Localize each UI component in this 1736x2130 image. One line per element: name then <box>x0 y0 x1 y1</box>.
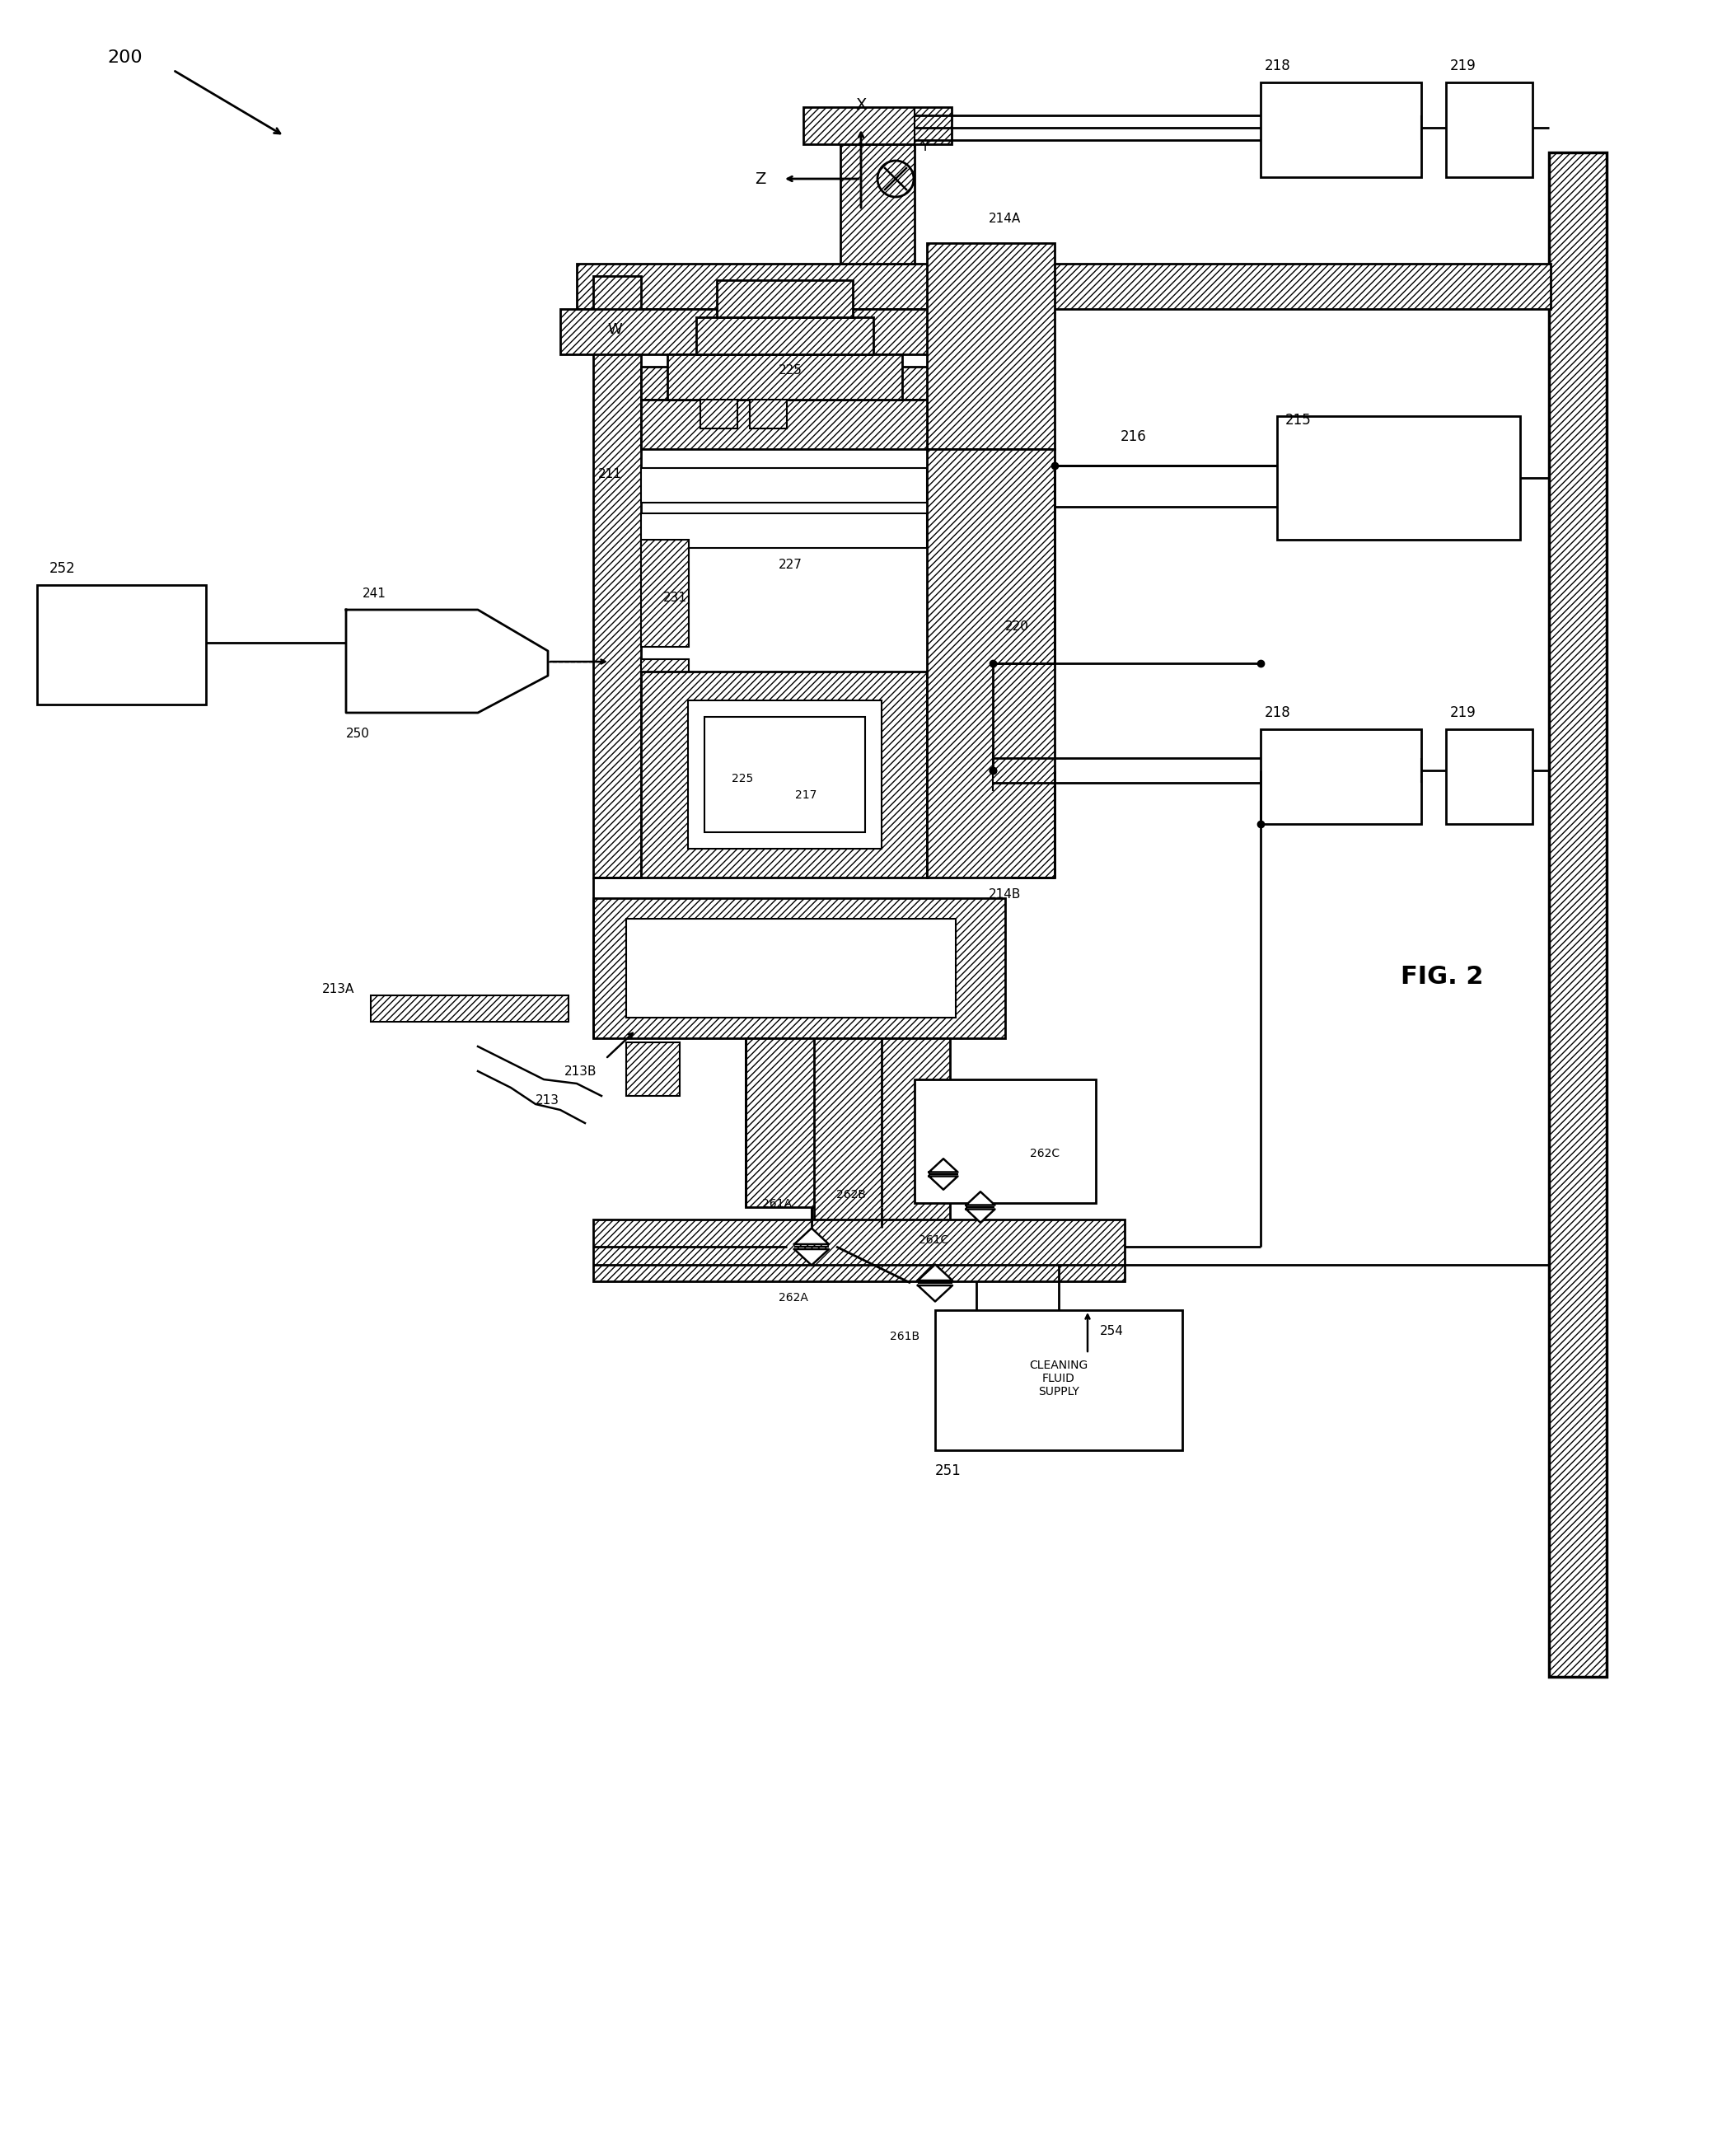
Polygon shape <box>965 1210 995 1223</box>
Bar <box>641 513 927 547</box>
Text: 225: 225 <box>731 773 753 784</box>
Text: 251: 251 <box>936 1463 962 1478</box>
Polygon shape <box>918 1284 953 1301</box>
Bar <box>705 718 865 833</box>
Bar <box>1278 415 1521 539</box>
Bar <box>641 671 927 878</box>
Text: 214A: 214A <box>990 213 1021 224</box>
Polygon shape <box>918 1265 953 1280</box>
Bar <box>594 1220 1125 1282</box>
Bar <box>667 354 903 400</box>
Bar <box>840 145 915 264</box>
Bar <box>641 400 927 449</box>
Polygon shape <box>795 1229 828 1244</box>
Bar <box>746 1037 882 1208</box>
Text: 213: 213 <box>535 1095 559 1105</box>
Text: 216: 216 <box>1120 430 1147 445</box>
Bar <box>814 1037 950 1223</box>
Text: 231: 231 <box>663 592 687 603</box>
Bar <box>561 309 1026 354</box>
Text: 254: 254 <box>1101 1325 1123 1338</box>
Text: 262B: 262B <box>837 1189 866 1201</box>
Bar <box>641 366 1012 400</box>
Text: 219: 219 <box>1450 58 1476 72</box>
Bar <box>1549 153 1606 1676</box>
Text: 200: 200 <box>108 49 142 66</box>
Bar <box>687 701 882 848</box>
Bar <box>627 918 957 1018</box>
Text: 214B: 214B <box>990 888 1021 901</box>
Bar <box>1446 728 1533 824</box>
Bar <box>927 243 1054 449</box>
Bar <box>915 1080 1095 1203</box>
Bar <box>576 264 1550 309</box>
Bar <box>1260 728 1422 824</box>
Polygon shape <box>929 1159 958 1172</box>
Text: 217: 217 <box>795 790 818 801</box>
Polygon shape <box>345 609 549 714</box>
Bar <box>641 658 689 705</box>
Text: 213A: 213A <box>321 982 354 995</box>
Bar <box>750 400 786 428</box>
Bar <box>627 1042 681 1097</box>
Polygon shape <box>965 1191 995 1206</box>
Text: 218: 218 <box>1266 705 1292 720</box>
Text: 211: 211 <box>599 469 621 479</box>
Text: 220: 220 <box>1005 620 1029 633</box>
Bar <box>804 106 951 145</box>
Bar <box>641 469 927 503</box>
Bar <box>700 400 738 428</box>
Bar <box>36 586 207 705</box>
Text: Z: Z <box>755 170 766 187</box>
Text: W: W <box>608 322 621 337</box>
Text: 262C: 262C <box>1029 1148 1059 1159</box>
Text: Y: Y <box>920 138 929 153</box>
Text: 213B: 213B <box>564 1065 597 1078</box>
Text: 227: 227 <box>779 558 802 571</box>
Text: 225: 225 <box>779 364 802 377</box>
Bar <box>594 899 1005 1037</box>
Text: 261A: 261A <box>762 1197 792 1210</box>
Bar <box>717 281 852 317</box>
Text: 215: 215 <box>1285 413 1311 428</box>
Bar <box>641 539 689 648</box>
Text: 252: 252 <box>49 560 76 575</box>
Text: 262A: 262A <box>779 1293 809 1304</box>
Bar <box>372 995 568 1022</box>
Text: CLEANING
FLUID
SUPPLY: CLEANING FLUID SUPPLY <box>1029 1359 1088 1397</box>
Text: X: X <box>856 98 866 113</box>
Text: 261C: 261C <box>918 1233 948 1246</box>
Text: 261B: 261B <box>891 1331 920 1342</box>
Bar <box>1260 83 1422 177</box>
Bar <box>936 1310 1182 1451</box>
Text: 250: 250 <box>345 726 370 739</box>
Polygon shape <box>929 1176 958 1191</box>
Text: FIG. 2: FIG. 2 <box>1401 965 1484 988</box>
Text: 218: 218 <box>1266 58 1292 72</box>
Text: 219: 219 <box>1450 705 1476 720</box>
Bar <box>696 317 873 354</box>
Bar <box>1446 83 1533 177</box>
Polygon shape <box>795 1248 828 1265</box>
Bar <box>927 449 1054 878</box>
Text: 241: 241 <box>363 588 387 599</box>
Bar <box>594 277 641 878</box>
